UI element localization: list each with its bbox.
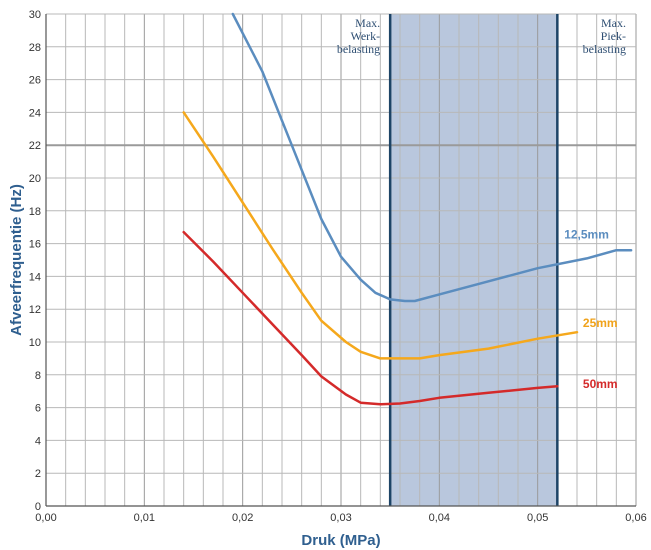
x-tick-label: 0,02 xyxy=(232,512,253,524)
y-tick-label: 30 xyxy=(29,9,41,21)
max-work-load-label: Werk- xyxy=(350,29,380,43)
series-line-12,5mm xyxy=(231,12,633,303)
max-work-load-label: belasting xyxy=(337,42,380,56)
y-tick-label: 22 xyxy=(29,140,41,152)
y-tick-label: 24 xyxy=(29,107,41,119)
grid xyxy=(45,13,637,507)
load-band xyxy=(390,14,558,506)
y-axis-title: Afveerfrequentie (Hz) xyxy=(8,184,25,336)
y-tick-label: 10 xyxy=(29,337,41,349)
series-line-50mm xyxy=(182,230,559,406)
series-label-50mm: 50mm xyxy=(583,377,618,391)
y-tick-label: 28 xyxy=(29,42,41,54)
annotations: Max.Werk-belastingMax.Piek-belasting12,5… xyxy=(337,16,626,391)
max-peak-load-label: Piek- xyxy=(601,29,626,43)
y-tick-label: 0 xyxy=(35,501,41,513)
y-tick-label: 16 xyxy=(29,239,41,251)
load-band-lines xyxy=(388,14,559,506)
y-tick-label: 26 xyxy=(29,75,41,87)
max-work-load-label: Max. xyxy=(355,16,380,30)
y-tick-label: 8 xyxy=(35,370,41,382)
y-tick-label: 4 xyxy=(35,435,41,447)
y-tick-label: 14 xyxy=(29,271,41,283)
series-line-25mm xyxy=(182,111,579,360)
y-tick-label: 20 xyxy=(29,173,41,185)
x-tick-label: 0,06 xyxy=(625,512,646,524)
max-peak-load-label: belasting xyxy=(583,42,626,56)
x-axis-title: Druk (MPa) xyxy=(301,532,380,549)
axes xyxy=(45,14,636,507)
x-tick-label: 0,04 xyxy=(429,512,450,524)
y-tick-label: 2 xyxy=(35,468,41,480)
series-lines xyxy=(182,12,633,406)
x-tick-label: 0,05 xyxy=(527,512,548,524)
load-band-fill xyxy=(390,14,558,506)
series-label-25mm: 25mm xyxy=(583,316,618,330)
x-tick-label: 0,03 xyxy=(330,512,351,524)
y-tick-label: 18 xyxy=(29,206,41,218)
max-peak-load-label: Max. xyxy=(601,16,626,30)
tick-labels: 0,00 0,01 0,02 0,03 0,04 0,05 0,06024681012141… xyxy=(29,9,647,524)
y-tick-label: 12 xyxy=(29,304,41,316)
x-tick-label: 0,00 xyxy=(35,512,56,524)
series-label-12,5mm: 12,5mm xyxy=(564,228,609,242)
x-tick-label: 0,01 xyxy=(134,512,155,524)
y-tick-label: 6 xyxy=(35,403,41,415)
